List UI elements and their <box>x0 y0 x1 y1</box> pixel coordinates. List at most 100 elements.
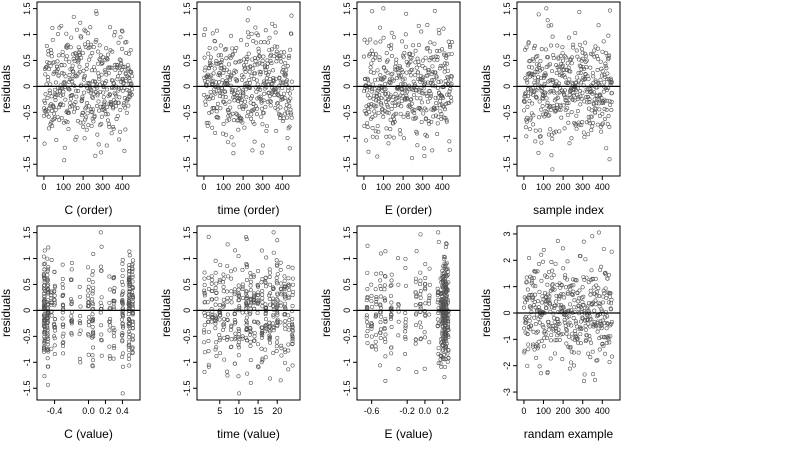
data-point <box>542 81 547 86</box>
data-point <box>396 70 401 75</box>
data-point <box>426 301 431 306</box>
data-point <box>438 63 443 68</box>
data-point <box>271 287 276 292</box>
data-point <box>104 143 109 148</box>
data-point <box>124 79 129 84</box>
data-point <box>532 88 537 93</box>
data-point <box>290 342 295 347</box>
data-point <box>383 316 388 321</box>
data-point <box>555 317 560 322</box>
data-point <box>213 258 218 263</box>
data-point <box>524 45 529 50</box>
data-point <box>382 336 387 341</box>
data-point <box>549 23 554 28</box>
data-point <box>539 278 544 283</box>
data-point <box>52 87 57 92</box>
data-point <box>536 305 541 310</box>
data-point <box>46 245 51 250</box>
data-point <box>282 360 287 365</box>
data-point <box>260 288 265 293</box>
data-point <box>583 95 588 100</box>
data-point <box>609 321 614 326</box>
data-point <box>441 115 446 120</box>
data-point <box>403 320 408 325</box>
data-point <box>77 284 82 289</box>
data-point <box>411 116 416 121</box>
data-point <box>111 127 116 132</box>
data-point <box>207 45 212 50</box>
data-point <box>413 276 418 281</box>
data-point <box>419 29 424 34</box>
data-point <box>248 343 253 348</box>
data-point <box>210 125 215 130</box>
data-point <box>587 118 592 123</box>
data-point <box>52 115 57 120</box>
data-point <box>550 326 555 331</box>
data-point <box>544 6 549 11</box>
data-point <box>586 132 591 137</box>
data-point <box>67 87 72 92</box>
data-point <box>258 72 263 77</box>
data-point <box>596 23 601 28</box>
data-point <box>130 319 135 324</box>
data-point <box>116 88 121 93</box>
data-point <box>88 25 93 30</box>
data-point <box>241 63 246 68</box>
x-tick-label: 20 <box>272 406 282 416</box>
data-point <box>80 51 85 56</box>
data-point <box>107 274 112 279</box>
data-point <box>46 126 51 131</box>
data-point <box>549 259 554 264</box>
data-point <box>584 58 589 63</box>
data-point <box>248 96 253 101</box>
data-point <box>263 105 268 110</box>
data-point <box>99 244 104 249</box>
data-point <box>534 67 539 72</box>
data-point <box>375 88 380 93</box>
data-point <box>560 63 565 68</box>
data-point <box>214 28 219 33</box>
data-point <box>543 295 548 300</box>
data-point <box>389 46 394 51</box>
data-point <box>244 261 249 266</box>
data-point <box>422 66 427 71</box>
data-point <box>218 336 223 341</box>
data-point <box>254 112 259 117</box>
data-point <box>442 69 447 74</box>
data-point <box>427 295 432 300</box>
data-point <box>225 263 230 268</box>
data-point <box>398 111 403 116</box>
data-point <box>389 300 394 305</box>
data-point <box>237 328 242 333</box>
data-point <box>411 43 416 48</box>
y-tick-label: -1 <box>22 358 32 366</box>
plot-frame <box>356 225 461 401</box>
data-point <box>130 285 135 290</box>
y-tick-label: 0.5 <box>342 54 352 67</box>
data-point <box>426 80 431 85</box>
data-point <box>442 319 447 324</box>
data-point <box>449 81 454 86</box>
data-point <box>436 95 441 100</box>
data-point <box>608 76 613 81</box>
y-tick-label: 0 <box>502 84 512 89</box>
data-point <box>49 108 54 113</box>
data-point <box>60 285 65 290</box>
data-point <box>218 90 223 95</box>
data-point <box>287 104 292 109</box>
y-tick-label: -1.5 <box>182 380 192 396</box>
data-point <box>593 80 598 85</box>
data-point <box>443 313 448 318</box>
data-point <box>103 46 108 51</box>
data-point <box>52 297 57 302</box>
data-point <box>93 39 98 44</box>
data-point <box>443 288 448 293</box>
data-point <box>55 64 60 69</box>
data-point <box>92 68 97 73</box>
data-point <box>89 42 94 47</box>
data-point <box>529 323 534 328</box>
data-point <box>42 349 47 354</box>
y-tick-label: -1 <box>22 134 32 142</box>
data-point <box>130 299 135 304</box>
data-point <box>61 322 66 327</box>
